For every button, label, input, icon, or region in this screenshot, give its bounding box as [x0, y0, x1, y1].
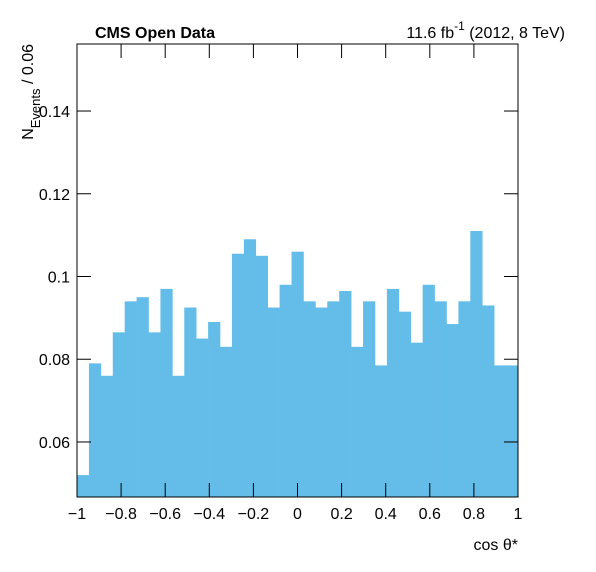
histogram-bar: [363, 301, 376, 497]
histogram-bar: [482, 305, 495, 497]
y-tick-label: 0.08: [39, 352, 70, 369]
histogram-bar: [422, 284, 435, 497]
histogram-bar: [351, 346, 364, 497]
histogram-bar: [77, 475, 90, 497]
x-tick-label: 0: [293, 506, 302, 523]
histogram-bar: [315, 307, 328, 497]
histogram-bar: [88, 363, 102, 497]
y-label-sub: Events: [28, 88, 43, 128]
histogram-bar: [124, 301, 137, 497]
histogram-bar: [434, 301, 447, 497]
histogram-bar: [279, 284, 292, 497]
histogram-bar: [446, 324, 459, 497]
x-tick-label: 0.6: [419, 506, 441, 523]
x-tick-label: −1: [68, 506, 86, 523]
lumi-main: 11.6 fb: [406, 25, 454, 42]
y-tick-label: 0.1: [48, 269, 70, 286]
histogram-bar: [386, 288, 400, 497]
y-label-rest: / 0.06: [20, 44, 37, 89]
y-tick-label: 0.14: [39, 104, 70, 121]
x-tick-label: 1: [514, 506, 523, 523]
x-axis-label: cos θ*: [474, 537, 518, 554]
x-tick-label: −0.4: [194, 506, 226, 523]
histogram-bar: [494, 365, 507, 497]
x-tick-label: 0.8: [463, 506, 485, 523]
histogram-bar: [220, 346, 233, 497]
y-label-main: N: [20, 128, 37, 140]
histogram-bar: [398, 311, 412, 497]
histogram-bar: [410, 342, 423, 497]
histogram-bar: [112, 332, 125, 497]
y-axis-label: NEvents / 0.06: [20, 44, 43, 140]
histogram-bar: [136, 297, 149, 497]
histogram-bar: [100, 375, 114, 497]
histogram-bar: [267, 307, 280, 497]
y-tick-label: 0.12: [39, 187, 70, 204]
histogram-bar: [184, 307, 197, 497]
x-tick-label: −0.2: [238, 506, 270, 523]
lumi-sup: -1: [454, 19, 465, 33]
histogram-bar: [339, 290, 352, 497]
histogram-bar: [291, 251, 304, 497]
histogram-bar: [374, 365, 388, 497]
histogram-bar: [470, 230, 483, 498]
histogram-bar: [243, 239, 257, 497]
x-tick-label: −0.8: [105, 506, 137, 523]
y-tick-label: 0.06: [39, 435, 70, 452]
histogram-bar: [148, 332, 161, 497]
x-tick-label: 0.4: [375, 506, 397, 523]
luminosity: 11.6 fb-1 (2012, 8 TeV): [406, 19, 565, 42]
chart-title: CMS Open Data: [95, 25, 215, 42]
histogram-bar: [506, 365, 519, 497]
histogram-bar: [255, 255, 269, 497]
x-tick-label: 0.2: [330, 506, 352, 523]
histogram-bar: [196, 338, 209, 497]
histogram-bar: [327, 301, 340, 497]
histogram-bar: [172, 375, 185, 497]
histogram-bar: [303, 301, 316, 497]
histogram-bar: [231, 253, 245, 497]
histogram-bar: [458, 301, 471, 497]
x-tick-label: −0.6: [149, 506, 181, 523]
lumi-rest: (2012, 8 TeV): [465, 25, 565, 42]
histogram-bar: [208, 322, 221, 497]
histogram-bar: [160, 288, 173, 497]
